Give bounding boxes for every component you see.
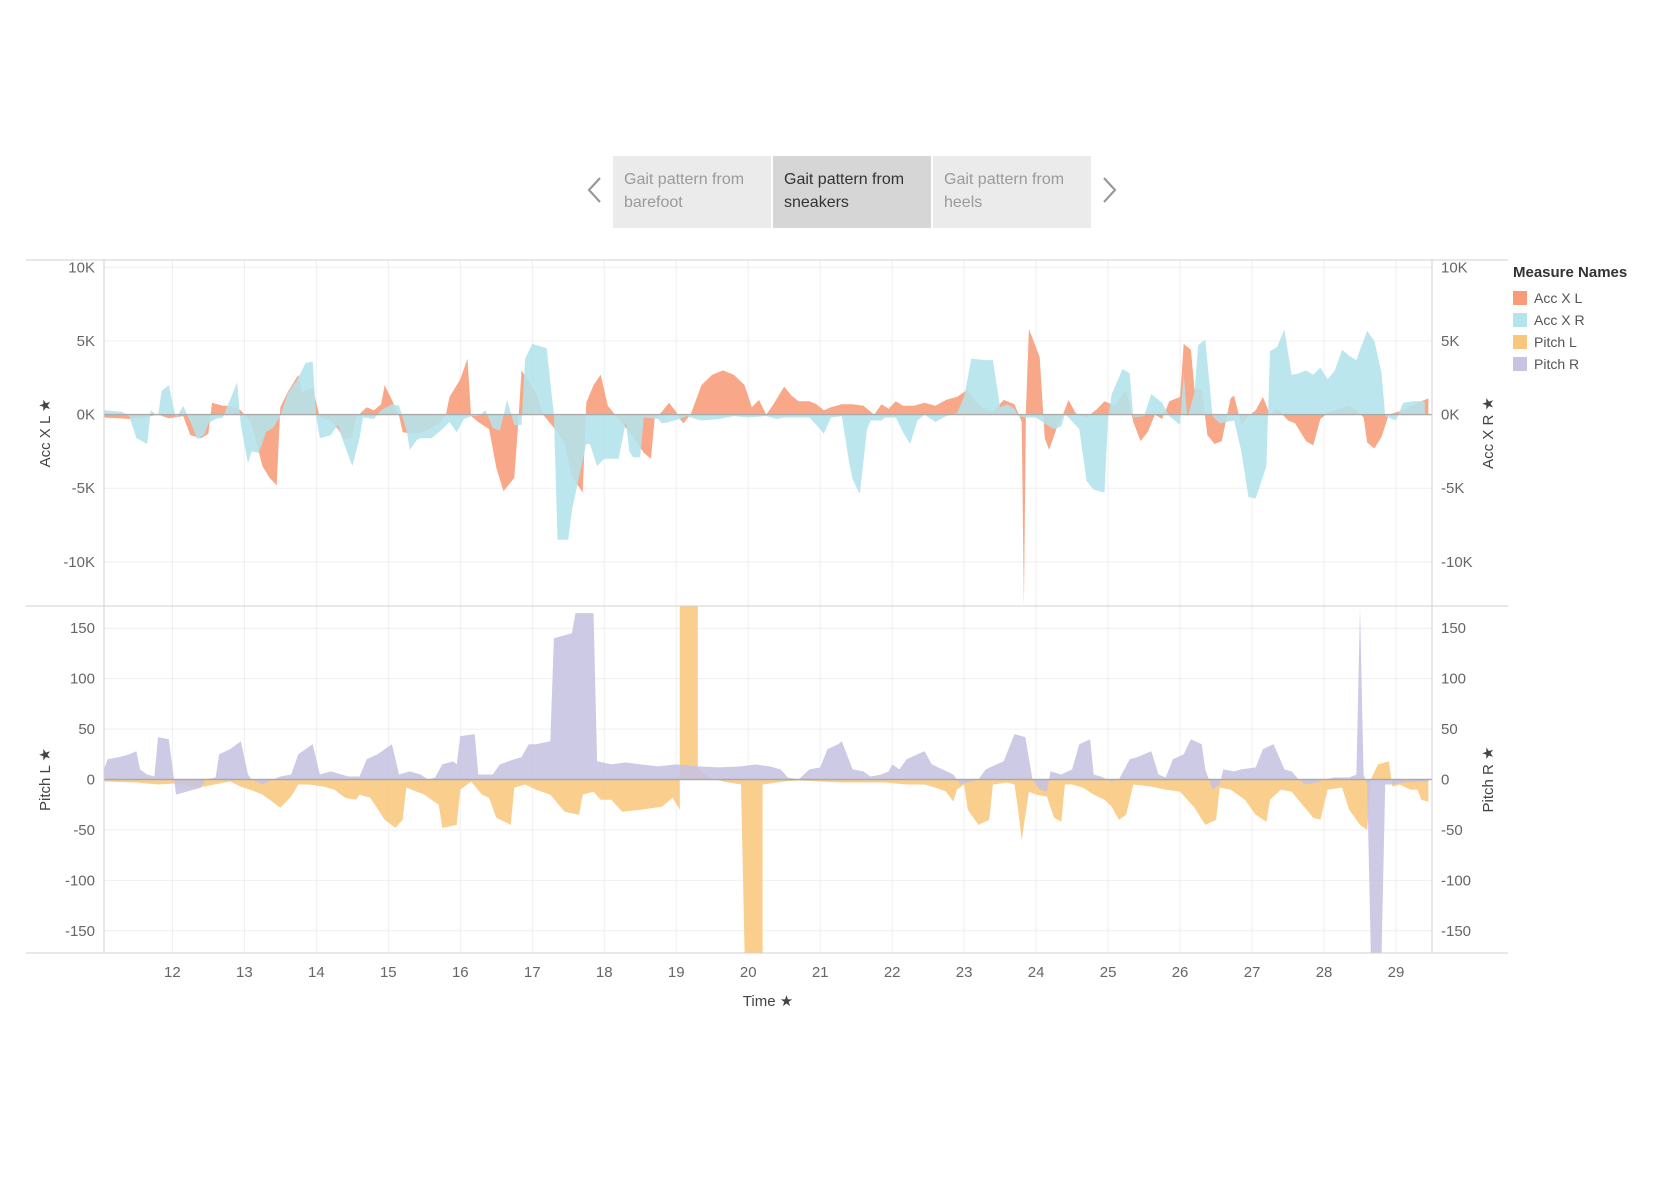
y-tick-label-right: 50 <box>1441 721 1458 738</box>
chevron-left-icon <box>587 177 601 203</box>
y-tick-label-left: -150 <box>65 923 95 940</box>
y-tick-label-left: -5K <box>72 480 95 497</box>
series-layer <box>104 329 1429 606</box>
legend-item-acc-x-l[interactable]: Acc X L <box>1513 287 1663 309</box>
legend-title: Measure Names <box>1513 264 1628 281</box>
legend-swatch <box>1513 357 1527 371</box>
story-point-heels[interactable]: Gait pattern from heels <box>933 156 1091 228</box>
legend-swatch <box>1513 335 1527 349</box>
y-tick-label-left: 50 <box>78 721 95 738</box>
y-tick-label-left: 5K <box>77 333 95 350</box>
x-tick-label: 16 <box>452 964 469 981</box>
legend-item-pitch-l[interactable]: Pitch L <box>1513 331 1663 353</box>
x-tick-label: 12 <box>164 964 181 981</box>
y-tick-label-right: -5K <box>1441 480 1464 497</box>
y-axis-title-left: Pitch L ★ <box>37 748 54 811</box>
legend-swatch <box>1513 313 1527 327</box>
x-tick-label: 27 <box>1244 964 1261 981</box>
x-tick-label: 19 <box>668 964 685 981</box>
y-tick-label-left: 0K <box>77 407 95 424</box>
y-axis-title-right: Pitch R ★ <box>1480 747 1497 813</box>
story-navigator: Gait pattern from barefoot Gait pattern … <box>0 156 1668 228</box>
story-point-barefoot[interactable]: Gait pattern from barefoot <box>613 156 771 228</box>
x-tick-label: 20 <box>740 964 757 981</box>
x-tick-label: 21 <box>812 964 829 981</box>
chart-panel-1: 10K 10K 5K 5K 0K 0K -5K -5K -10K -10K Acc X L ★ Acc… <box>26 259 1508 606</box>
x-tick-label: 14 <box>308 964 325 981</box>
y-axis-title-left: Acc X L ★ <box>37 399 54 468</box>
y-tick-label-left: 0 <box>87 772 95 789</box>
legend: Measure Names Acc X L Acc X R Pitch L Pi… <box>1513 264 1663 375</box>
y-tick-label-left: 150 <box>70 620 95 637</box>
y-tick-label-left: -10K <box>63 554 95 571</box>
story-next-button[interactable] <box>1094 170 1124 210</box>
story-point-sneakers[interactable]: Gait pattern from sneakers <box>773 156 931 228</box>
legend-item-pitch-r[interactable]: Pitch R <box>1513 353 1663 375</box>
y-tick-label-right: -100 <box>1441 872 1471 889</box>
legend-label: Acc X R <box>1534 312 1585 328</box>
y-tick-label-right: -150 <box>1441 923 1471 940</box>
y-tick-label-left: 100 <box>70 671 95 688</box>
x-tick-label: 18 <box>596 964 613 981</box>
y-tick-label-right: 100 <box>1441 671 1466 688</box>
y-tick-label-right: 5K <box>1441 333 1459 350</box>
y-tick-label-right: 0 <box>1441 772 1449 789</box>
legend-label: Pitch R <box>1534 356 1580 372</box>
y-tick-label-left: -100 <box>65 872 95 889</box>
chevron-right-icon <box>1103 177 1117 203</box>
x-tick-label: 24 <box>1028 964 1045 981</box>
y-tick-label-right: 10K <box>1441 259 1468 276</box>
legend-label: Pitch L <box>1534 334 1577 350</box>
y-axis-title-right: Acc X R ★ <box>1480 397 1497 469</box>
legend-item-acc-x-r[interactable]: Acc X R <box>1513 309 1663 331</box>
x-tick-label: 22 <box>884 964 901 981</box>
y-tick-label-right: 150 <box>1441 620 1466 637</box>
y-tick-label-right: 0K <box>1441 407 1459 424</box>
y-tick-label-right: -10K <box>1441 554 1473 571</box>
x-axis-title: Time ★ <box>743 993 793 1010</box>
x-tick-label: 29 <box>1388 964 1405 981</box>
legend-swatch <box>1513 291 1527 305</box>
x-tick-label: 23 <box>956 964 973 981</box>
x-tick-label: 17 <box>524 964 541 981</box>
series-area-acc-x-r <box>104 329 1425 540</box>
y-tick-label-left: 10K <box>68 259 95 276</box>
y-tick-label-left: -50 <box>73 822 95 839</box>
chart-panel-2: 150 150 100 100 50 50 0 0 -50 -50 -100 -100 -150 -150… <box>26 605 1508 1010</box>
x-tick-label: 28 <box>1316 964 1333 981</box>
x-tick-label: 26 <box>1172 964 1189 981</box>
y-tick-label-right: -50 <box>1441 822 1463 839</box>
legend-label: Acc X L <box>1534 290 1583 306</box>
x-tick-label: 25 <box>1100 964 1117 981</box>
x-tick-label: 15 <box>380 964 397 981</box>
x-tick-label: 13 <box>236 964 253 981</box>
story-prev-button[interactable] <box>580 170 610 210</box>
